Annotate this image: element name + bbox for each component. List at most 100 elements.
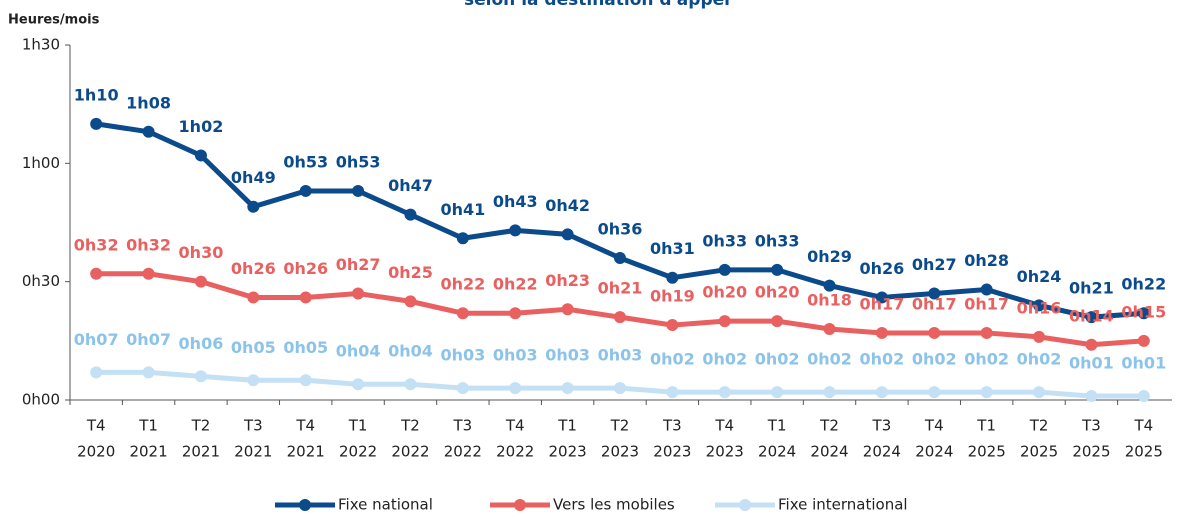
x-tick-label: 2024 xyxy=(863,443,901,461)
value-label: 0h05 xyxy=(231,338,276,357)
value-label: 0h03 xyxy=(440,346,485,365)
value-label: 1h02 xyxy=(179,117,224,136)
value-label: 0h27 xyxy=(912,255,957,274)
point xyxy=(980,283,993,296)
point xyxy=(980,326,993,339)
value-label: 0h02 xyxy=(755,350,800,369)
point xyxy=(980,386,993,399)
value-label: 0h28 xyxy=(964,251,1009,270)
x-tick-label: T2 xyxy=(610,417,630,435)
value-label: 0h15 xyxy=(1121,302,1166,321)
x-tick-label: T2 xyxy=(819,417,839,435)
point xyxy=(771,315,784,328)
value-label: 0h07 xyxy=(74,330,119,349)
value-label: 0h04 xyxy=(336,342,381,361)
x-tick-label: 2022 xyxy=(339,443,377,461)
value-label: 0h17 xyxy=(912,294,957,313)
point xyxy=(666,271,679,284)
point xyxy=(614,311,626,324)
x-tick-label: T1 xyxy=(138,417,158,435)
x-tick-label: 2022 xyxy=(391,443,429,461)
point xyxy=(194,275,207,288)
point xyxy=(90,267,103,280)
point xyxy=(509,224,522,237)
value-label: 0h53 xyxy=(336,152,381,171)
value-label: 0h25 xyxy=(388,263,433,282)
x-tick-label: 2021 xyxy=(234,443,272,461)
point xyxy=(142,125,155,138)
value-label: 0h22 xyxy=(493,275,538,294)
x-tick-label: T4 xyxy=(714,417,734,435)
value-label: 0h07 xyxy=(126,330,171,349)
point xyxy=(875,386,888,399)
value-label: 0h41 xyxy=(440,200,485,219)
point xyxy=(404,295,417,308)
value-label: 0h31 xyxy=(650,239,695,258)
point xyxy=(875,326,888,339)
value-label: 0h17 xyxy=(964,294,1009,313)
point xyxy=(718,386,731,399)
point xyxy=(928,326,941,339)
chart-title: selon la destination d'appel xyxy=(464,0,730,10)
x-tick-label: T3 xyxy=(662,417,682,435)
point xyxy=(509,382,522,395)
x-tick-label: T2 xyxy=(191,417,211,435)
value-label: 0h24 xyxy=(1017,267,1062,286)
x-tick-label: 2023 xyxy=(653,443,691,461)
point xyxy=(90,117,103,130)
value-label: 0h22 xyxy=(1121,275,1166,294)
x-tick-label: T1 xyxy=(976,417,996,435)
value-label: 0h33 xyxy=(702,231,747,250)
point xyxy=(666,386,679,399)
x-tick-label: 2025 xyxy=(1125,443,1163,461)
value-label: 0h02 xyxy=(807,350,852,369)
value-label: 0h02 xyxy=(860,350,905,369)
value-label: 0h27 xyxy=(336,255,381,274)
x-tick-label: T3 xyxy=(452,417,472,435)
point xyxy=(142,366,155,379)
legend-marker xyxy=(299,499,311,511)
value-label: 0h21 xyxy=(598,279,643,298)
value-label: 0h02 xyxy=(964,350,1009,369)
legend-label: Vers les mobiles xyxy=(553,496,675,514)
value-label: 0h01 xyxy=(1069,354,1114,373)
point xyxy=(456,307,469,320)
point xyxy=(771,263,784,276)
y-tick-label: 1h00 xyxy=(22,154,60,172)
point xyxy=(404,378,417,391)
value-label: 0h53 xyxy=(283,152,328,171)
x-tick-label: 2021 xyxy=(287,443,325,461)
legend-marker xyxy=(739,499,751,511)
value-label: 0h49 xyxy=(231,168,276,187)
y-axis-label: Heures/mois xyxy=(8,13,100,28)
x-tick-label: 2020 xyxy=(77,443,115,461)
point xyxy=(456,232,469,245)
point xyxy=(718,263,731,276)
value-label: 0h26 xyxy=(283,259,328,278)
point xyxy=(666,319,679,332)
value-label: 0h36 xyxy=(598,220,643,239)
x-tick-label: T3 xyxy=(1081,417,1101,435)
x-tick-label: 2023 xyxy=(601,443,639,461)
x-tick-label: T1 xyxy=(348,417,368,435)
x-tick-label: 2023 xyxy=(549,443,587,461)
value-label: 0h42 xyxy=(545,196,590,215)
value-label: 0h43 xyxy=(493,192,538,211)
point xyxy=(352,378,365,391)
value-label: 0h06 xyxy=(179,334,224,353)
point xyxy=(561,303,574,316)
x-tick-label: T2 xyxy=(400,417,420,435)
point xyxy=(1085,311,1098,324)
point xyxy=(823,323,836,335)
value-label: 0h20 xyxy=(755,283,800,302)
legend-label: Fixe international xyxy=(778,496,908,514)
legend-label: Fixe national xyxy=(338,496,433,514)
y-tick-label: 0h00 xyxy=(22,391,60,409)
value-label: 0h02 xyxy=(650,350,695,369)
value-label: 0h23 xyxy=(545,271,590,290)
point xyxy=(771,386,784,399)
value-label: 0h03 xyxy=(598,346,643,365)
x-tick-label: T4 xyxy=(1133,417,1153,435)
point xyxy=(561,228,574,241)
point xyxy=(1085,390,1098,403)
